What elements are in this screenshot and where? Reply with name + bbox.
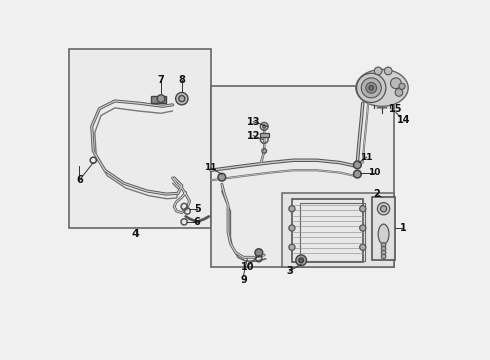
- Circle shape: [296, 255, 307, 266]
- Ellipse shape: [356, 69, 408, 106]
- Circle shape: [381, 247, 386, 251]
- Bar: [300, 203, 365, 261]
- Circle shape: [255, 249, 263, 256]
- Bar: [151, 95, 167, 103]
- Text: 10: 10: [241, 261, 254, 271]
- Circle shape: [357, 73, 386, 103]
- Circle shape: [263, 125, 266, 128]
- Circle shape: [299, 258, 303, 263]
- Text: 1: 1: [399, 223, 406, 233]
- Text: 8: 8: [178, 75, 185, 85]
- Text: 6: 6: [76, 175, 83, 185]
- Circle shape: [289, 206, 295, 212]
- Text: 5: 5: [194, 204, 200, 214]
- Bar: [260, 132, 269, 137]
- Text: 9: 9: [240, 275, 247, 285]
- Circle shape: [361, 78, 381, 98]
- Circle shape: [395, 89, 403, 96]
- Text: 11: 11: [204, 163, 217, 172]
- Text: 4: 4: [132, 229, 140, 239]
- Circle shape: [176, 93, 188, 105]
- Text: 13: 13: [246, 117, 260, 127]
- Circle shape: [353, 170, 361, 178]
- Circle shape: [353, 161, 361, 169]
- Circle shape: [289, 225, 295, 231]
- Circle shape: [381, 254, 386, 259]
- Circle shape: [399, 83, 405, 89]
- Circle shape: [157, 95, 165, 103]
- Circle shape: [374, 67, 382, 75]
- Circle shape: [369, 86, 373, 90]
- Text: 10: 10: [368, 168, 381, 177]
- Circle shape: [381, 243, 386, 247]
- Text: 11: 11: [360, 153, 373, 162]
- Circle shape: [360, 206, 366, 212]
- Text: 14: 14: [397, 115, 410, 125]
- Text: 7: 7: [158, 75, 165, 85]
- Circle shape: [377, 203, 390, 215]
- Text: 2: 2: [373, 189, 380, 199]
- Circle shape: [289, 244, 295, 250]
- Text: 15: 15: [389, 104, 403, 114]
- Circle shape: [366, 82, 377, 93]
- Text: 3: 3: [286, 266, 293, 276]
- Circle shape: [381, 250, 386, 255]
- Bar: [211, 86, 393, 266]
- Text: 6: 6: [194, 217, 200, 227]
- Circle shape: [381, 206, 387, 212]
- Circle shape: [360, 225, 366, 231]
- Ellipse shape: [378, 224, 389, 244]
- Circle shape: [218, 173, 226, 181]
- Circle shape: [179, 95, 185, 102]
- Bar: [372, 197, 395, 260]
- Bar: [282, 193, 393, 266]
- Circle shape: [360, 244, 366, 250]
- Circle shape: [391, 78, 401, 89]
- Bar: [69, 49, 211, 228]
- Bar: [292, 199, 363, 262]
- Text: 12: 12: [246, 131, 260, 141]
- Circle shape: [384, 67, 392, 75]
